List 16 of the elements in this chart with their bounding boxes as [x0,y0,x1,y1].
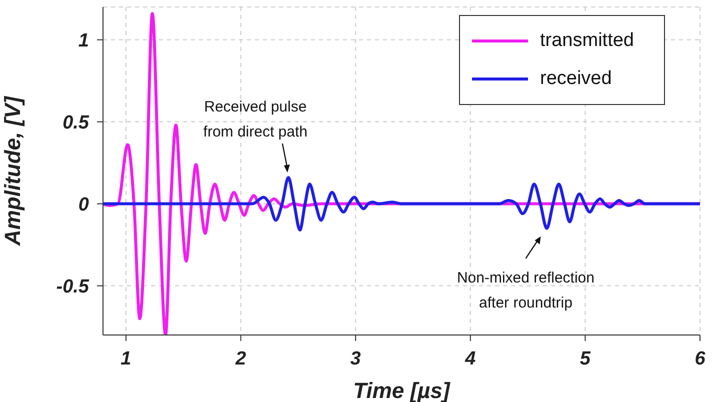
annotation: Non-mixed reflection after roundtrip [456,269,595,312]
y-tick-label: 1 [78,30,89,52]
annotation: Received pulse from direct path [203,98,308,141]
x-tick-label: 4 [464,348,476,370]
legend-label: received [540,68,612,90]
x-tick-label: 6 [694,348,706,370]
x-tick-label: 1 [120,348,132,370]
line-series [103,176,700,232]
y-axis-title: Amplitude, [V] [0,96,25,247]
x-tick-label: 2 [234,348,246,370]
legend-label: transmitted [540,30,634,52]
y-tick-label: 0.5 [62,112,90,134]
y-tick-label: 0 [78,194,90,216]
x-tick-label: 5 [580,348,591,370]
y-tick-label: -0.5 [56,276,90,298]
x-tick-label: 3 [350,348,362,370]
